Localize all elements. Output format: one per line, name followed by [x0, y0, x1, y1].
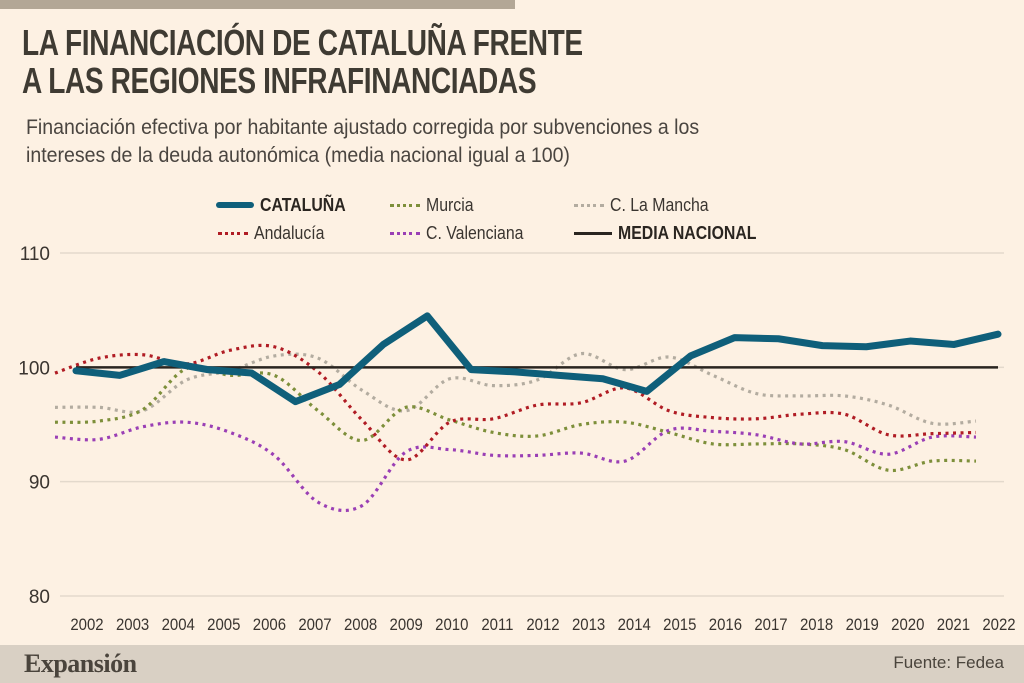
subtitle-line-1: Financiación efectiva por habitante ajus… [26, 116, 700, 139]
series-line-c-valenciana [54, 420, 977, 513]
line-chart: 80 90 100 110 2002 2003 2004 2005 2006 2007 2008 20… [18, 244, 1015, 634]
brand-logo: Expansión [24, 649, 137, 678]
x-tick-label: 2008 [344, 616, 377, 634]
footer: Expansión Fuente: Fedea [0, 645, 1024, 683]
x-tick-label: 2006 [253, 616, 286, 634]
top-accent-bar [0, 0, 515, 9]
series-line-andaluc-a [54, 343, 977, 462]
y-tick-label: 90 [29, 473, 50, 494]
y-tick-label: 100 [18, 358, 50, 379]
source-note: Fuente: Fedea [893, 653, 1004, 672]
x-tick-label: 2020 [891, 616, 924, 634]
legend-swatch-media-nacional [574, 231, 612, 235]
x-tick-label: 2004 [162, 616, 195, 634]
legend-label: C. La Mancha [610, 194, 709, 215]
legend-label: C. Valenciana [426, 222, 524, 243]
y-tick-label: 80 [29, 587, 50, 608]
legend-swatch-la-mancha [574, 203, 604, 207]
legend-swatch-andalucia [218, 231, 248, 235]
legend-item-murcia: Murcia [390, 192, 480, 218]
legend-item-andalucia: Andalucía [218, 220, 334, 246]
x-tick-label: 2022 [982, 616, 1015, 634]
x-tick-label: 2012 [526, 616, 559, 634]
x-tick-label: 2011 [481, 616, 513, 634]
chart-title: LA FINANCIACIÓN DE CATALUÑA FRENTE A LAS… [22, 24, 583, 100]
legend-item-cataluna: CATALUÑA [216, 192, 357, 218]
legend-label: Andalucía [254, 222, 325, 243]
y-tick-label: 110 [20, 244, 50, 265]
x-tick-label: 2019 [846, 616, 879, 634]
title-line-1: LA FINANCIACIÓN DE CATALUÑA FRENTE [22, 22, 583, 63]
x-tick-label: 2005 [207, 616, 240, 634]
legend-label: CATALUÑA [260, 194, 346, 215]
x-tick-label: 2015 [663, 616, 696, 634]
legend: CATALUÑA Murcia C. La Mancha Andalucía C… [0, 190, 1024, 250]
subtitle-line-2: intereses de la deuda autonómica (media … [26, 144, 570, 167]
series-line-murcia [54, 365, 977, 473]
legend-item-valenciana: C. Valenciana [390, 220, 537, 246]
legend-swatch-valenciana [390, 231, 420, 235]
x-tick-label: 2007 [298, 616, 331, 634]
x-tick-label: 2010 [435, 616, 468, 634]
x-tick-label: 2016 [709, 616, 742, 634]
legend-item-la-mancha: C. La Mancha [574, 192, 722, 218]
x-tick-label: 2013 [572, 616, 605, 634]
x-tick-label: 2018 [800, 616, 833, 634]
x-tick-label: 2014 [618, 616, 651, 634]
series-line-c-la-mancha [54, 352, 977, 426]
legend-swatch-murcia [390, 203, 420, 207]
x-tick-label: 2017 [754, 616, 787, 634]
x-tick-label: 2009 [390, 616, 423, 634]
legend-swatch-cataluna [216, 202, 254, 208]
title-line-2: A LAS REGIONES INFRAFINANCIADAS [22, 60, 537, 101]
x-tick-label: 2003 [116, 616, 149, 634]
legend-item-media-nacional: MEDIA NACIONAL [574, 220, 775, 246]
series-line-cataluna [72, 312, 1002, 406]
x-tick-label: 2002 [70, 616, 103, 634]
chart-subtitle: Financiación efectiva por habitante ajus… [26, 114, 956, 170]
legend-label: MEDIA NACIONAL [618, 222, 757, 243]
legend-label: Murcia [426, 194, 474, 215]
x-tick-label: 2021 [937, 616, 970, 634]
